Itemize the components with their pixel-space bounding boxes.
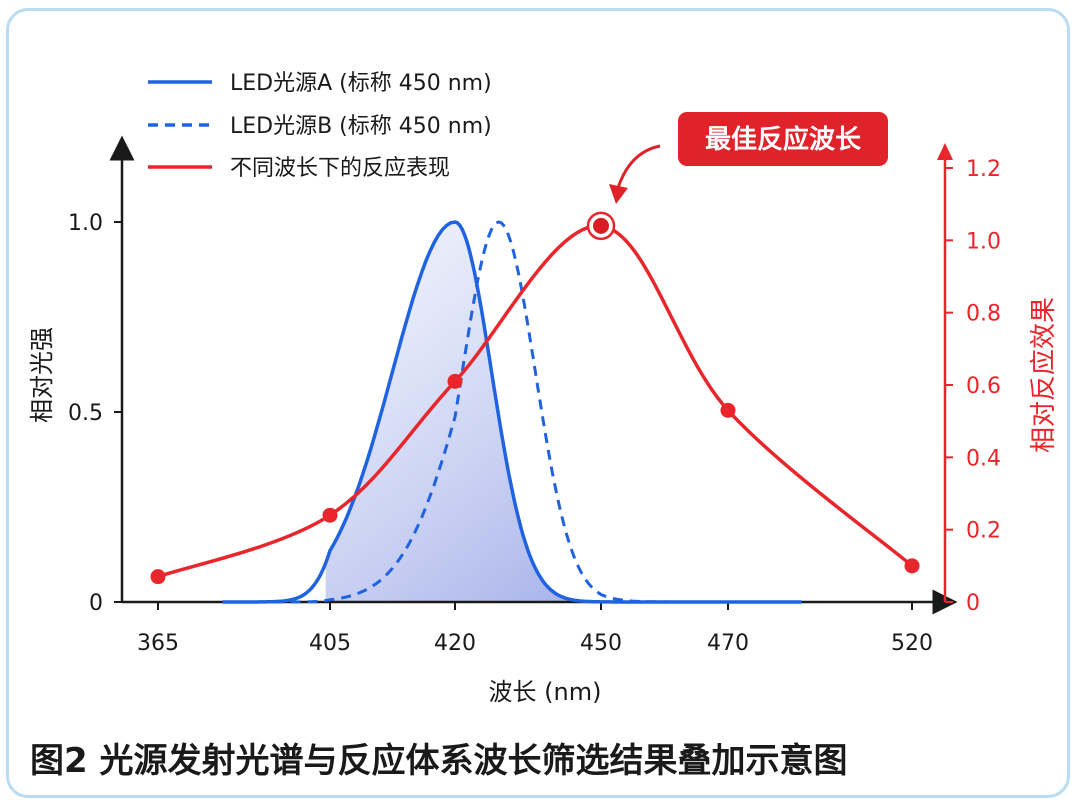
x-tick-label: 365: [137, 631, 179, 656]
y-right-tick-label: 0.2: [966, 519, 1001, 544]
y-right-tick-label: 1.2: [966, 157, 1001, 182]
reaction-point: [150, 569, 166, 585]
figure-frame: [6, 8, 1070, 798]
y-left-tick-label: 1.0: [68, 211, 103, 236]
axes: [109, 135, 958, 615]
series-reaction-points: [150, 211, 920, 585]
y-right-tick-label: 0.6: [966, 374, 1001, 399]
optimal-point: [593, 217, 609, 234]
legend: LED光源A (标称 450 nm) LED光源B (标称 450 nm) 不同…: [148, 71, 492, 181]
callout: 最佳反应波长: [609, 112, 888, 204]
y-left-tick-label: 0: [89, 591, 103, 616]
right-axis-arrow: [937, 143, 953, 160]
y-right-tick-label: 0.8: [966, 302, 1001, 327]
y-right-tick-label: 1.0: [966, 229, 1001, 254]
y-left-tick-label: 0.5: [68, 401, 103, 426]
reaction-point: [720, 402, 736, 418]
reaction-point: [322, 507, 338, 523]
legend-label-led-a: LED光源A (标称 450 nm): [230, 71, 492, 96]
y-left-axis-title: 相对光强: [28, 327, 56, 423]
y-right-axis-title: 相对反应效果: [1029, 297, 1059, 453]
series-led-b-line: [222, 220, 802, 604]
figure-caption: 图2 光源发射光谱与反应体系波长筛选结果叠加示意图: [30, 741, 848, 781]
x-tick-label: 420: [434, 631, 476, 656]
legend-label-led-b: LED光源B (标称 450 nm): [230, 114, 492, 139]
y-right-ticks: 0 0.2 0.4 0.6 0.8 1.0 1.2: [945, 157, 1001, 616]
x-ticks: 365 405 420 450 470 520: [137, 602, 933, 656]
x-tick-label: 520: [891, 631, 933, 656]
reaction-point: [447, 373, 463, 389]
y-right-tick-label: 0: [966, 591, 980, 616]
callout-label: 最佳反应波长: [705, 124, 862, 155]
series-reaction-line: [157, 224, 914, 579]
x-tick-label: 405: [309, 631, 351, 656]
y-left-ticks: 0 0.5 1.0: [68, 211, 122, 616]
callout-arrow-line: [616, 144, 661, 189]
overlap-area: [325, 222, 802, 602]
x-tick-label: 470: [707, 631, 749, 656]
reaction-point: [904, 558, 920, 574]
legend-label-reaction: 不同波长下的反应表现: [230, 156, 450, 181]
x-axis-title: 波长 (nm): [489, 678, 602, 706]
callout-box: [678, 112, 888, 166]
callout-arrow-head: [609, 184, 628, 204]
y-right-tick-label: 0.4: [966, 446, 1001, 471]
x-tick-label: 450: [580, 631, 622, 656]
